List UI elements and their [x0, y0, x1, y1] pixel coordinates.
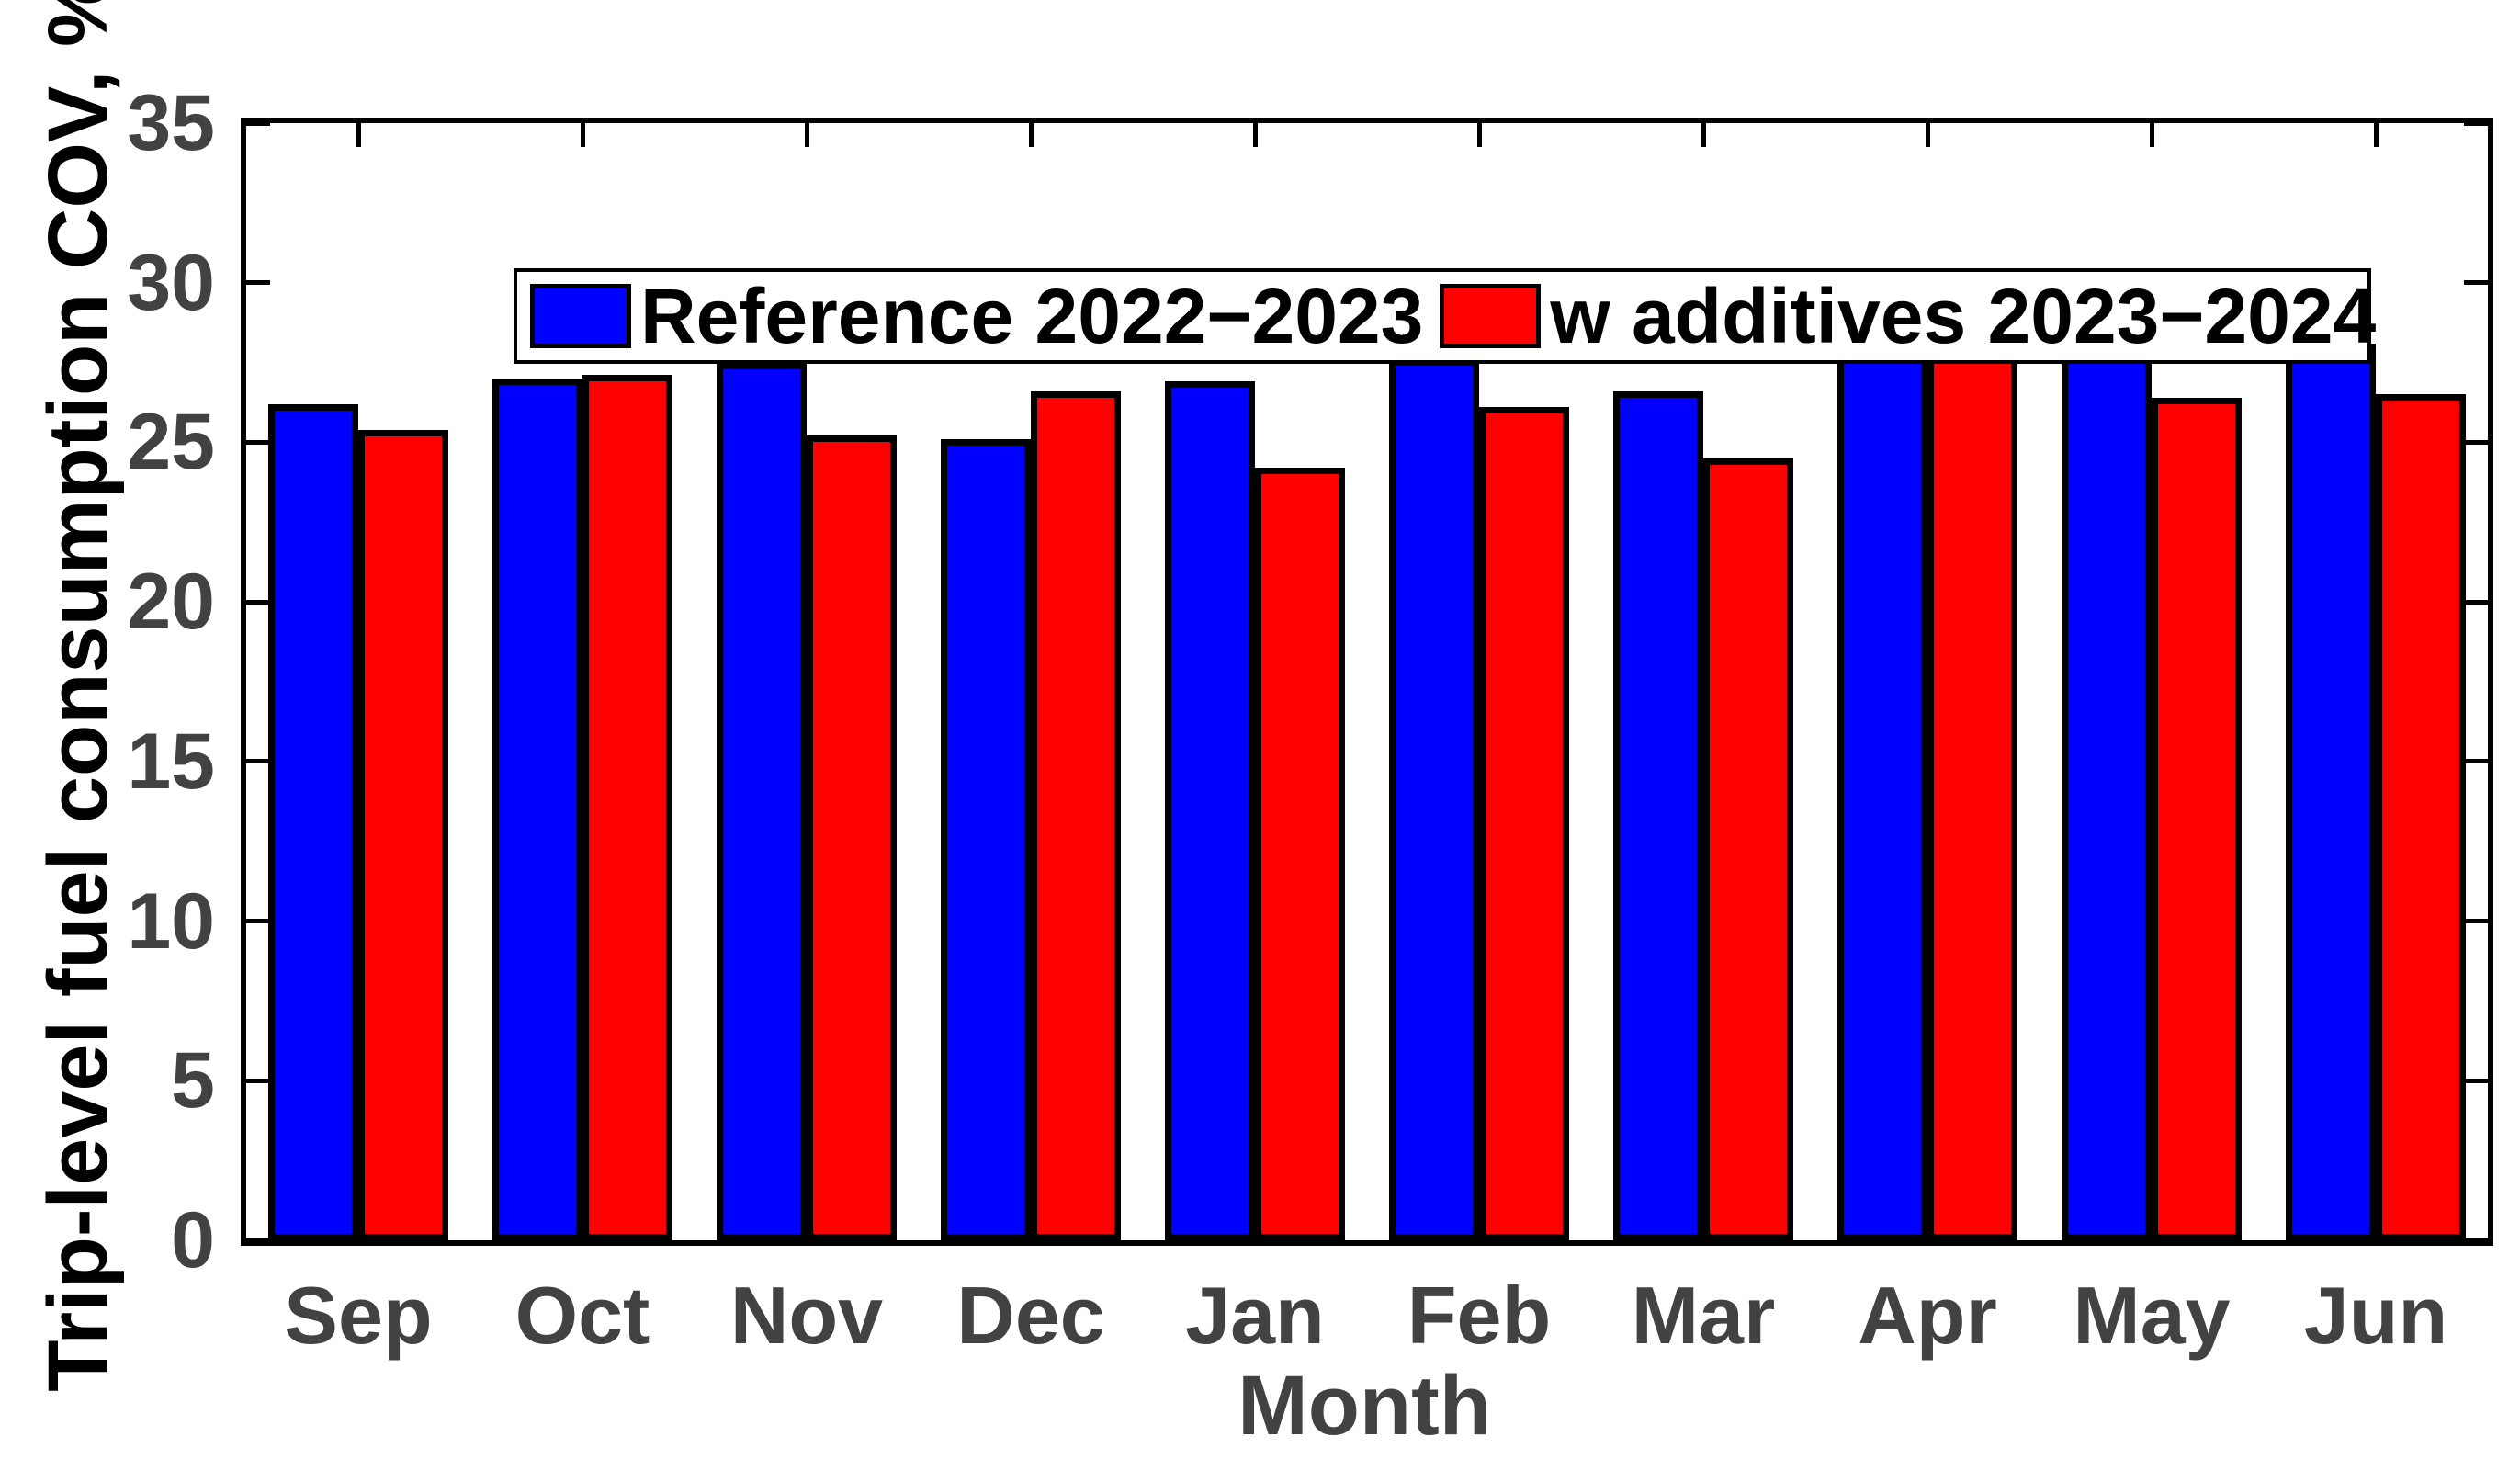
y-tick-mark-5-left [246, 1078, 270, 1083]
bar-additives-mar [1703, 458, 1793, 1240]
legend-swatch-reference [530, 284, 631, 348]
x-tick-mark-feb-top [1476, 123, 1482, 147]
y-tick-mark-15-right [2464, 759, 2488, 764]
plot-area: Reference 2022−2023 w additives 2023−202… [241, 118, 2493, 1246]
x-tick-label-sep: Sep [284, 1270, 433, 1361]
x-tick-mark-mar-top [1701, 123, 1706, 147]
bar-additives-oct [582, 375, 672, 1240]
bar-reference-feb [1389, 359, 1479, 1240]
bar-additives-jun [2376, 394, 2466, 1240]
y-tick-label-35: 35 [127, 79, 215, 167]
x-tick-mark-apr-top [1925, 123, 1930, 147]
bar-reference-oct [492, 378, 582, 1240]
y-tick-mark-30-left [246, 280, 270, 286]
legend-label-reference: Reference 2022−2023 [640, 273, 1424, 359]
y-tick-label-20: 20 [127, 558, 215, 647]
bar-reference-apr [1837, 356, 1927, 1240]
bar-reference-sep [268, 403, 358, 1240]
y-tick-mark-10-left [246, 919, 270, 924]
y-tick-mark-25-left [246, 439, 270, 445]
y-tick-mark-35-left [246, 120, 270, 126]
x-tick-mark-dec-top [1028, 123, 1034, 147]
y-tick-mark-0-left [246, 1238, 270, 1243]
bar-additives-nov [807, 435, 897, 1240]
legend-swatch-additives [1440, 284, 1542, 348]
x-axis-label: Month [1237, 1359, 1491, 1453]
x-tick-label-feb: Feb [1407, 1270, 1552, 1361]
x-tick-label-oct: Oct [514, 1270, 650, 1361]
x-tick-label-may: May [2073, 1270, 2231, 1361]
plot-inner: Reference 2022−2023 w additives 2023−202… [246, 120, 2488, 1243]
y-tick-mark-0-right [2464, 1238, 2488, 1243]
y-tick-mark-25-right [2464, 439, 2488, 445]
x-tick-mark-sep-top [356, 123, 361, 147]
bar-additives-sep [358, 429, 448, 1240]
legend-label-additives: w additives 2023−2024 [1550, 273, 2377, 359]
bar-reference-dec [941, 438, 1031, 1240]
y-tick-mark-15-left [246, 759, 270, 764]
y-tick-label-15: 15 [127, 717, 215, 806]
bar-reference-jan [1165, 381, 1255, 1240]
y-tick-mark-30-right [2464, 280, 2488, 286]
bar-additives-dec [1031, 390, 1121, 1240]
y-tick-label-0: 0 [171, 1196, 215, 1284]
x-tick-mark-nov-top [804, 123, 809, 147]
y-tick-mark-10-right [2464, 919, 2488, 924]
bar-additives-apr [1927, 336, 2017, 1240]
legend: Reference 2022−2023 w additives 2023−202… [514, 268, 2376, 364]
bar-reference-jun [2286, 343, 2376, 1240]
y-tick-label-10: 10 [127, 877, 215, 966]
y-tick-mark-35-right [2464, 120, 2488, 126]
bar-reference-nov [717, 362, 807, 1240]
x-tick-label-mar: Mar [1631, 1270, 1776, 1361]
bar-additives-may [2152, 397, 2242, 1240]
x-tick-mark-oct-top [580, 123, 585, 147]
bar-additives-jan [1255, 468, 1345, 1240]
x-tick-label-jun: Jun [2303, 1270, 2448, 1361]
x-tick-mark-may-top [2149, 123, 2154, 147]
y-tick-mark-5-right [2464, 1078, 2488, 1083]
y-tick-label-25: 25 [127, 398, 215, 487]
x-tick-label-nov: Nov [729, 1270, 884, 1361]
x-tick-label-jan: Jan [1185, 1270, 1325, 1361]
x-tick-label-apr: Apr [1858, 1270, 1997, 1361]
bar-reference-may [2062, 327, 2152, 1240]
x-tick-mark-jun-top [2373, 123, 2379, 147]
x-tick-mark-jan-top [1252, 123, 1258, 147]
x-tick-label-dec: Dec [956, 1270, 1105, 1361]
y-tick-label-30: 30 [127, 238, 215, 327]
y-tick-mark-20-left [246, 599, 270, 605]
bar-additives-feb [1479, 407, 1569, 1240]
bar-reference-mar [1613, 390, 1703, 1240]
y-tick-mark-20-right [2464, 599, 2488, 605]
y-tick-label-5: 5 [171, 1036, 215, 1125]
